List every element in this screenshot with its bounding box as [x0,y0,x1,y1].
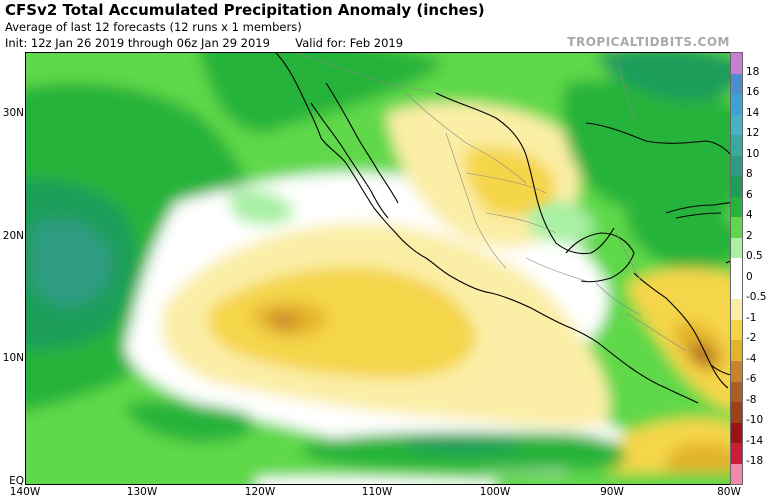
lon-label-130w: 130W [126,486,158,498]
colorbar-swatch [731,114,742,136]
colorbar-swatch [731,196,742,218]
init-line: Init: 12z Jan 26 2019 through 06z Jan 29… [5,36,403,50]
colorbar-tick-label: -0.5 [746,291,767,304]
colorbar-swatch [731,381,742,403]
colorbar-tick-label: 8 [746,168,753,181]
colorbar-tick-label: -14 [746,434,764,447]
colorbar-swatch [731,155,742,177]
valid-time: Valid for: Feb 2019 [295,36,404,50]
colorbar-swatch [731,319,742,341]
colorbar-tick-label: 4 [746,209,753,222]
colorbar-swatch [731,422,742,444]
colorbar-tick-label: 16 [746,86,760,99]
political-borders [295,53,687,352]
init-time: Init: 12z Jan 26 2019 through 06z Jan 29… [5,36,270,50]
colorbar-tick-label: -2 [746,332,757,345]
colorbar-tick-label: 14 [746,106,760,119]
colorbar-tick-label: 2 [746,229,753,242]
colorbar-swatch [731,340,742,361]
colorbar-swatch [731,402,742,423]
chart-subtitle: Average of last 12 forecasts (12 runs x … [5,20,302,34]
colorbar-tick-label: -4 [746,352,757,365]
colorbar-swatch [731,258,742,279]
lat-label-30n: 30N [2,107,24,119]
colorbar-swatch [731,135,742,156]
map-svg [26,53,730,484]
colorbar-swatch [731,443,742,464]
brand-watermark[interactable]: TROPICALTIDBITS.COM [567,35,730,49]
lon-label-100w: 100W [479,486,511,498]
lat-label-20n: 20N [2,230,24,242]
anomaly-fill-layer [26,53,730,484]
colorbar-swatch [731,463,742,485]
colorbar-swatch [731,360,742,382]
colorbar-swatch [731,73,742,95]
colorbar-swatch [731,53,742,74]
colorbar-tick-label: 0 [746,270,753,283]
colorbar-tick-label: -10 [746,414,764,427]
colorbar-swatch [731,217,742,238]
lon-label-140w: 140W [9,486,41,498]
colorbar-tick-label: -8 [746,393,757,406]
colorbar-tick-label: 12 [746,127,760,140]
colorbar-swatch [731,176,742,197]
colorbar-tick-label: -1 [746,311,757,324]
chart-title: CFSv2 Total Accumulated Precipitation An… [5,1,485,19]
colorbar-swatch [731,94,742,115]
lon-label-90w: 90W [600,486,624,498]
lat-label-10n: 10N [2,352,24,364]
precipitation-anomaly-map [25,52,731,485]
lon-label-110w: 110W [361,486,393,498]
lat-label-eq: EQ [9,475,24,487]
colorbar-tick-label: 10 [746,147,760,160]
colorbar-tick-label: -6 [746,373,757,386]
colorbar-tick-label: -18 [746,455,764,468]
colorbar-tick-label: 6 [746,188,753,201]
lon-label-80w: 80W [717,486,741,498]
colorbar-swatch [731,299,742,320]
colorbar [730,52,743,485]
colorbar-tick-label: 18 [746,65,760,78]
colorbar-tick-label: 0.5 [746,250,763,263]
lon-label-120w: 120W [244,486,276,498]
coastlines [275,53,730,404]
colorbar-swatch [731,237,742,259]
colorbar-swatch [731,278,742,300]
